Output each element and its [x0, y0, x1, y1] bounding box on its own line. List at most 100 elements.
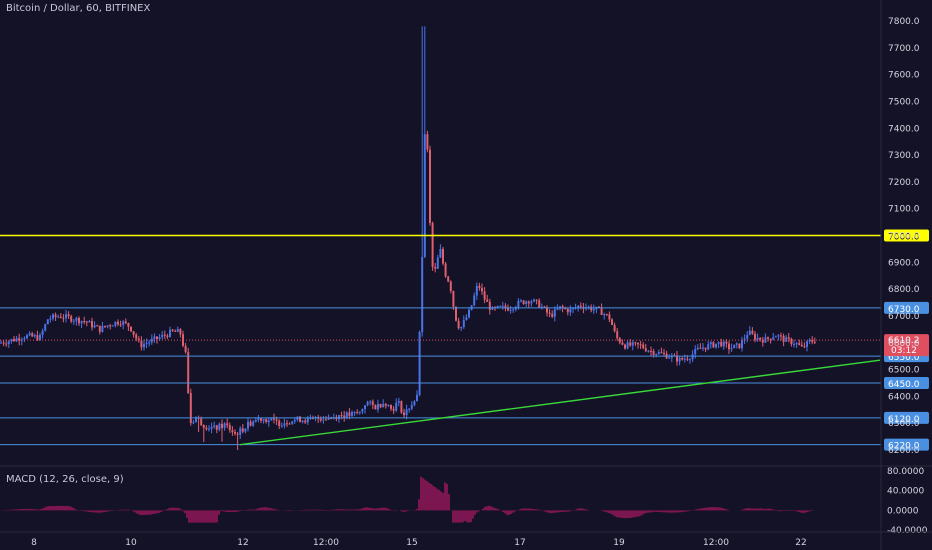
candle-body[interactable]	[283, 423, 286, 426]
candle-body[interactable]	[733, 344, 736, 349]
candle-body[interactable]	[98, 325, 101, 332]
candle-body[interactable]	[205, 427, 208, 430]
candle-body[interactable]	[605, 314, 608, 316]
candle-body[interactable]	[436, 257, 439, 269]
candle-body[interactable]	[683, 358, 686, 360]
candle-body[interactable]	[743, 338, 746, 341]
candle-body[interactable]	[67, 314, 70, 317]
candle-body[interactable]	[644, 348, 647, 352]
candle-body[interactable]	[608, 314, 611, 320]
candle-body[interactable]	[434, 266, 437, 269]
candle-body[interactable]	[491, 307, 494, 310]
candle-body[interactable]	[104, 325, 106, 327]
candle-body[interactable]	[439, 248, 442, 258]
candle-body[interactable]	[449, 281, 452, 292]
candle-body[interactable]	[192, 422, 195, 424]
candle-body[interactable]	[410, 404, 413, 409]
candle-body[interactable]	[286, 423, 288, 425]
horizontal-levels[interactable]: 7000.0 6730.0 6550.0 6450.0 6120.0 6220.0 6610…	[0, 229, 929, 452]
candle-body[interactable]	[403, 412, 405, 416]
candle-body[interactable]	[782, 335, 785, 342]
candle-body[interactable]	[244, 428, 247, 432]
candle-body[interactable]	[452, 291, 455, 307]
candle-body[interactable]	[371, 401, 374, 405]
candle-body[interactable]	[478, 285, 481, 288]
candle-body[interactable]	[741, 340, 743, 349]
candle-body[interactable]	[772, 337, 775, 340]
candle-body[interactable]	[132, 331, 135, 335]
candle-body[interactable]	[712, 342, 715, 348]
candle-body[interactable]	[709, 342, 712, 345]
candle-body[interactable]	[364, 405, 366, 409]
candle-body[interactable]	[2, 342, 5, 344]
candle-body[interactable]	[140, 340, 143, 348]
candle-body[interactable]	[418, 332, 421, 395]
macd-pane[interactable]	[0, 476, 818, 523]
candle-body[interactable]	[111, 325, 114, 327]
candle-body[interactable]	[631, 342, 634, 346]
candle-body[interactable]	[26, 335, 28, 339]
candle-body[interactable]	[130, 326, 132, 332]
candle-body[interactable]	[626, 342, 629, 349]
candle-body[interactable]	[473, 295, 476, 306]
candle-body[interactable]	[31, 333, 34, 337]
candle-body[interactable]	[543, 306, 546, 308]
candle-body[interactable]	[236, 433, 239, 435]
candle-body[interactable]	[587, 306, 590, 308]
candle-body[interactable]	[429, 149, 431, 223]
candle-body[interactable]	[504, 305, 507, 309]
candle-body[interactable]	[114, 321, 117, 326]
candle-body[interactable]	[249, 421, 252, 426]
candle-body[interactable]	[678, 357, 681, 362]
candle-body[interactable]	[592, 309, 595, 311]
candle-body[interactable]	[96, 325, 99, 327]
candle-body[interactable]	[639, 344, 642, 346]
candle-body[interactable]	[75, 317, 78, 321]
candle-body[interactable]	[657, 352, 660, 355]
candle-body[interactable]	[590, 306, 593, 311]
candle-body[interactable]	[551, 313, 554, 317]
candle-body[interactable]	[273, 418, 275, 420]
candle-body[interactable]	[735, 343, 738, 345]
candle-body[interactable]	[496, 306, 499, 308]
candle-body[interactable]	[208, 428, 210, 430]
candle-body[interactable]	[431, 222, 434, 267]
candle-body[interactable]	[392, 408, 395, 411]
candle-body[interactable]	[699, 347, 702, 349]
candle-body[interactable]	[702, 347, 704, 349]
candle-body[interactable]	[616, 331, 619, 339]
candle-body[interactable]	[117, 321, 119, 325]
candle-body[interactable]	[228, 425, 231, 431]
candle-body[interactable]	[361, 408, 364, 412]
candle-body[interactable]	[78, 317, 80, 324]
candle-body[interactable]	[561, 306, 564, 309]
candle-body[interactable]	[457, 320, 460, 329]
candle-body[interactable]	[803, 346, 806, 348]
candle-body[interactable]	[44, 324, 47, 331]
candle-body[interactable]	[722, 341, 725, 347]
candle-body[interactable]	[148, 342, 151, 344]
candle-body[interactable]	[787, 337, 790, 339]
candle-body[interactable]	[377, 403, 379, 410]
candle-body[interactable]	[241, 428, 244, 432]
candle-body[interactable]	[525, 301, 528, 304]
candle-body[interactable]	[598, 306, 600, 308]
candle-body[interactable]	[462, 320, 465, 328]
candle-body[interactable]	[577, 305, 580, 308]
candle-body[interactable]	[501, 305, 504, 307]
candle-body[interactable]	[481, 287, 483, 292]
candle-body[interactable]	[416, 394, 418, 402]
candle-body[interactable]	[356, 412, 359, 414]
candle-body[interactable]	[174, 330, 177, 332]
candle-body[interactable]	[46, 319, 49, 325]
candle-body[interactable]	[70, 316, 73, 322]
candle-body[interactable]	[613, 324, 616, 332]
time-axis[interactable]: 8 10 12 12:00 15 17 19 12:00 22	[31, 538, 807, 548]
candle-body[interactable]	[7, 341, 10, 345]
candle-body[interactable]	[777, 335, 780, 337]
candle-body[interactable]	[738, 343, 741, 349]
candle-body[interactable]	[85, 321, 88, 323]
candle-body[interactable]	[400, 401, 403, 413]
candle-body[interactable]	[408, 408, 411, 410]
candle-body[interactable]	[221, 423, 223, 428]
